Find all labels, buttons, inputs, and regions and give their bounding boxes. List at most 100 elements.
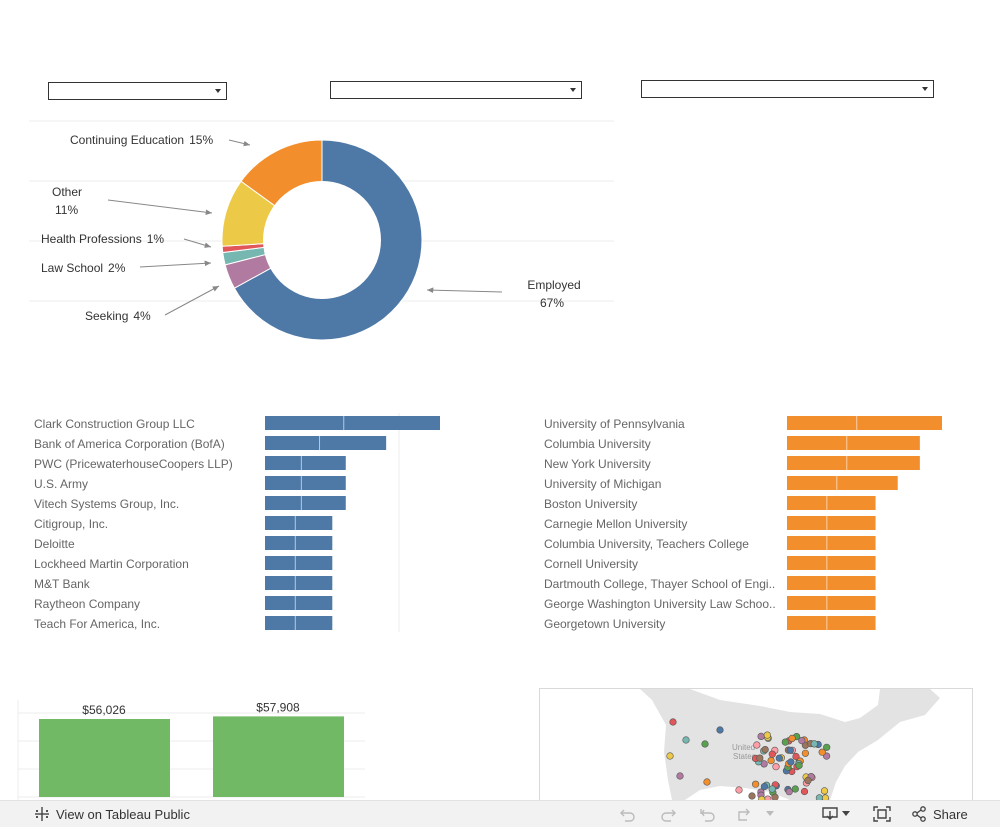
school-row-bar[interactable] <box>787 616 876 630</box>
fullscreen-icon[interactable] <box>873 806 891 822</box>
employer-row-bar[interactable] <box>265 436 387 450</box>
map-marker[interactable] <box>669 718 677 726</box>
school-row-bar[interactable] <box>787 556 876 570</box>
chevron-down-icon <box>922 87 928 91</box>
map-marker[interactable] <box>772 763 780 771</box>
employer-row-bar[interactable] <box>265 476 346 490</box>
map-marker[interactable] <box>815 794 823 800</box>
map-marker[interactable] <box>787 758 795 766</box>
salary-bar[interactable] <box>213 716 344 797</box>
salary-value-label: $57,908 <box>256 700 300 714</box>
map-marker[interactable] <box>804 776 812 785</box>
share-icon[interactable] <box>911 806 927 822</box>
map-marker[interactable] <box>775 754 783 762</box>
map-marker[interactable] <box>800 787 809 796</box>
employer-row-label: Citigroup, Inc. <box>34 517 108 531</box>
school-row-bar[interactable] <box>787 496 876 510</box>
employer-row-bar[interactable] <box>265 556 333 570</box>
school-row-label: Georgetown University <box>544 617 665 631</box>
donut-label-other: Other <box>52 185 82 199</box>
school-row-bar[interactable] <box>787 456 920 470</box>
map-marker[interactable] <box>763 731 771 739</box>
map-marker[interactable] <box>771 793 779 800</box>
map-marker[interactable] <box>735 786 743 794</box>
employer-row-bar[interactable] <box>265 596 333 610</box>
map-marker[interactable] <box>823 743 831 751</box>
map-marker[interactable] <box>748 792 756 800</box>
employer-row-bar[interactable] <box>265 536 333 550</box>
map-marker[interactable] <box>751 780 760 788</box>
map-markers <box>666 718 831 800</box>
map-marker[interactable] <box>818 748 826 756</box>
employer-row-label: Raytheon Company <box>34 597 140 611</box>
employer-row-bar[interactable] <box>265 576 333 590</box>
map-marker[interactable] <box>798 736 806 745</box>
employer-row-bar[interactable] <box>265 416 440 430</box>
employer-row-bar[interactable] <box>265 516 333 530</box>
map-marker[interactable] <box>682 736 690 744</box>
map-marker[interactable] <box>666 752 674 760</box>
redo-icon[interactable] <box>659 806 677 822</box>
map-marker[interactable] <box>810 740 818 748</box>
donut-label-law-school: Law School 2% <box>41 261 126 275</box>
map-marker[interactable] <box>701 740 709 748</box>
map-marker[interactable] <box>781 738 789 746</box>
donut-value-employed: 67% <box>540 296 564 310</box>
filter-dropdown-1[interactable] <box>48 82 227 100</box>
school-row-bar[interactable] <box>787 416 942 430</box>
map-marker[interactable] <box>756 754 764 762</box>
map-panel[interactable]: United States <box>539 688 973 801</box>
map-marker[interactable] <box>801 749 810 757</box>
donut-value-other: 11% <box>55 203 78 217</box>
school-row-bar[interactable] <box>787 576 876 590</box>
undo-icon[interactable] <box>619 806 637 822</box>
north-america-landmass <box>640 689 940 800</box>
map-marker[interactable] <box>768 750 776 758</box>
filter-dropdown-3[interactable] <box>641 80 934 98</box>
refresh-dropdown-icon[interactable] <box>766 811 774 817</box>
refresh-icon[interactable] <box>734 806 752 822</box>
map-marker[interactable] <box>792 752 800 761</box>
tableau-logo-icon <box>35 807 49 821</box>
revert-icon[interactable] <box>699 806 717 822</box>
map-marker[interactable] <box>703 778 711 786</box>
dashboard-canvas: Continuing Education 15% Other 11% Health… <box>17 120 973 801</box>
school-row-bar[interactable] <box>787 516 876 530</box>
map-marker[interactable] <box>761 745 769 754</box>
map-marker[interactable] <box>768 785 776 793</box>
share-label[interactable]: Share <box>933 807 968 822</box>
employer-row-bar[interactable] <box>265 456 346 470</box>
map-marker[interactable] <box>758 795 766 800</box>
view-on-tableau-link[interactable]: View on Tableau Public <box>34 806 190 822</box>
school-row-bar[interactable] <box>787 596 876 610</box>
download-dropdown-icon[interactable] <box>842 811 850 817</box>
employer-row-label: Deloitte <box>34 537 75 551</box>
school-row-bar[interactable] <box>787 476 898 490</box>
employer-row-label: U.S. Army <box>34 477 88 491</box>
employer-row-bar[interactable] <box>265 616 333 630</box>
map-marker[interactable] <box>795 761 803 770</box>
map-marker[interactable] <box>791 785 799 793</box>
map-marker[interactable] <box>716 726 724 734</box>
filter-dropdown-2[interactable] <box>330 81 582 99</box>
map-marker[interactable] <box>676 772 684 780</box>
map-marker[interactable] <box>767 756 775 765</box>
school-row-bar[interactable] <box>787 536 876 550</box>
download-icon[interactable] <box>821 806 839 822</box>
school-row-bar[interactable] <box>787 436 920 450</box>
map-marker[interactable] <box>760 782 769 791</box>
salary-bar[interactable] <box>39 719 170 797</box>
map-marker[interactable] <box>786 746 794 754</box>
employer-row-label: M&T Bank <box>34 577 91 591</box>
map-marker[interactable] <box>785 788 793 796</box>
map-marker[interactable] <box>820 787 829 795</box>
map-label-united: United <box>732 743 755 752</box>
map-marker[interactable] <box>788 734 796 743</box>
employer-row-bar[interactable] <box>265 496 346 510</box>
salary-value-label: $56,026 <box>82 703 126 717</box>
employer-row-label: Clark Construction Group LLC <box>34 417 195 431</box>
map-marker[interactable] <box>753 741 761 749</box>
employer-row-label: Bank of America Corporation (BofA) <box>34 437 225 451</box>
map-marker[interactable] <box>757 732 765 741</box>
view-on-tableau-label: View on Tableau Public <box>56 806 190 822</box>
